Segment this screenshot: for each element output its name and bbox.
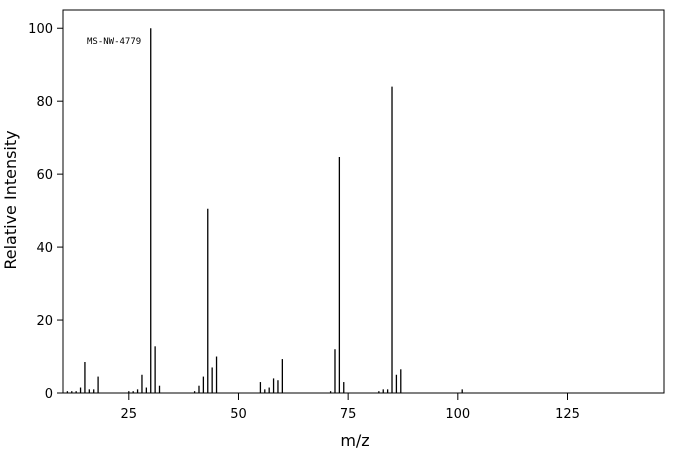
x-tick-label: 100: [445, 407, 470, 422]
y-tick-label: 0: [45, 387, 53, 402]
x-tick-label: 25: [121, 407, 138, 422]
x-tick-label: 125: [555, 407, 580, 422]
y-tick-label: 100: [28, 22, 53, 37]
y-tick-label: 80: [36, 95, 53, 110]
annotation: MS-NW-4779: [87, 37, 141, 47]
x-axis-label: m/z: [340, 431, 369, 450]
plot-frame: [62, 9, 665, 394]
y-axis-label: Relative Intensity: [1, 130, 20, 269]
y-tick-label: 40: [36, 241, 53, 256]
y-tick-label: 60: [36, 168, 53, 183]
y-tick-label: 20: [36, 314, 53, 329]
x-tick-label: 50: [230, 407, 247, 422]
x-tick-label: 75: [340, 407, 357, 422]
